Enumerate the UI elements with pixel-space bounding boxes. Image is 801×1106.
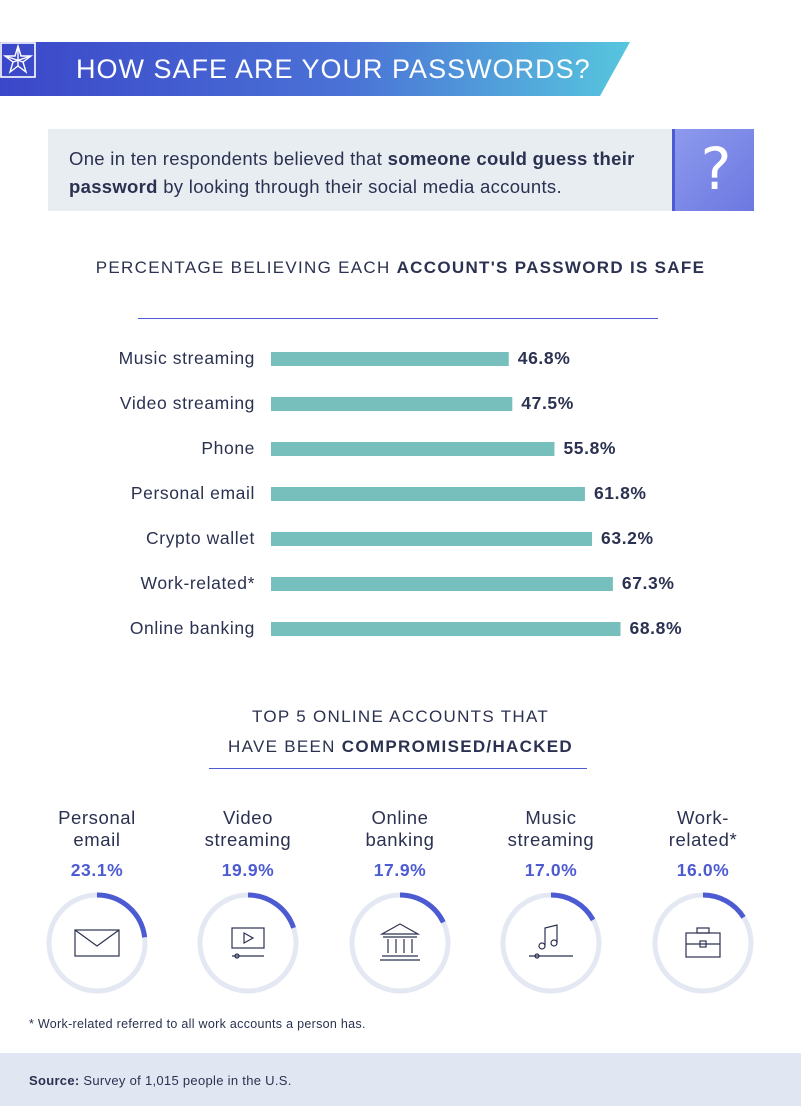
bar-value-label: 63.2% xyxy=(601,528,654,548)
ring-category-label: banking xyxy=(365,829,434,850)
ring-progress-arc xyxy=(550,892,596,922)
star-badge-icon xyxy=(0,42,36,78)
bar-value-label: 67.3% xyxy=(622,573,675,593)
ring-category-label: Video xyxy=(223,807,273,828)
bar-value-label: 47.5% xyxy=(521,393,574,413)
ring-progress-arc xyxy=(247,892,296,929)
ring-value-label: 19.9% xyxy=(222,860,275,880)
briefcase-icon xyxy=(685,927,721,958)
ring-progress-arc xyxy=(399,892,446,924)
question-mark-glyph: ? xyxy=(700,135,732,203)
ring-value-label: 17.0% xyxy=(525,860,578,880)
ring-category-label: Music xyxy=(525,807,576,828)
password-safety-bar-chart: Music streaming 46.8% Video streaming 47.5%… xyxy=(119,348,683,638)
ring-category-label: streaming xyxy=(205,829,292,850)
bar xyxy=(271,397,513,411)
bank-icon xyxy=(379,923,421,961)
page-title: HOW SAFE ARE YOUR PASSWORDS? xyxy=(76,54,591,84)
callout-text-emphasis-2: password xyxy=(69,176,158,197)
source-value: Survey of 1,015 people in the U.S. xyxy=(79,1073,292,1088)
ring-category-label: related* xyxy=(669,829,738,850)
callout-text-end: by looking through their social media ac… xyxy=(157,176,562,197)
ring-progress-arc xyxy=(96,892,148,938)
bar-value-label: 61.8% xyxy=(594,483,647,503)
rings-title-plain: HAVE BEEN xyxy=(228,737,342,756)
bar-category-label: Phone xyxy=(201,438,255,458)
footnote: * Work-related referred to all work acco… xyxy=(29,1017,366,1031)
question-mark-icon: ? xyxy=(672,129,754,211)
bar-category-label: Video streaming xyxy=(120,393,255,413)
ring-category-label: Work- xyxy=(677,807,729,828)
video-player-icon xyxy=(231,927,265,959)
music-player-icon xyxy=(529,924,573,959)
bar-value-label: 55.8% xyxy=(563,438,616,458)
source-text: Source: Survey of 1,015 people in the U.… xyxy=(29,1073,292,1088)
callout-text-emphasis-1: someone could guess their xyxy=(387,148,635,169)
source-label: Source: xyxy=(29,1073,80,1088)
bar xyxy=(271,352,509,366)
bar xyxy=(271,577,613,591)
ring-category-label: streaming xyxy=(508,829,595,850)
ring-category-label: email xyxy=(73,829,120,850)
ring-category-label: Online xyxy=(371,807,428,828)
bar-category-label: Personal email xyxy=(131,483,255,503)
bar-value-label: 68.8% xyxy=(630,618,683,638)
bar xyxy=(271,532,593,546)
callout-text: One in ten respondents believed that som… xyxy=(69,145,669,201)
bar-category-label: Online banking xyxy=(130,618,255,638)
bar xyxy=(271,622,621,636)
envelope-icon xyxy=(74,929,120,957)
bar-chart-title-plain: PERCENTAGE BELIEVING EACH xyxy=(95,258,397,277)
bar-category-label: Crypto wallet xyxy=(146,528,255,548)
bar-chart-title-bold: ACCOUNT'S PASSWORD IS SAFE xyxy=(396,258,706,277)
compromised-accounts-ring-chart: Personalemail23.1%Videostreaming19.9%Onl… xyxy=(46,807,754,994)
ring-value-label: 23.1% xyxy=(71,860,124,880)
ring-value-label: 16.0% xyxy=(677,860,730,880)
bar-chart-title-rule xyxy=(138,318,658,319)
bar-category-label: Music streaming xyxy=(119,348,255,368)
ring-category-label: Personal xyxy=(58,807,136,828)
banner-background xyxy=(0,42,630,96)
ring-value-label: 17.9% xyxy=(374,860,427,880)
bar-value-label: 46.8% xyxy=(518,348,571,368)
rings-title-line-2: HAVE BEEN COMPROMISED/HACKED xyxy=(0,737,801,757)
header-banner: HOW SAFE ARE YOUR PASSWORDS? xyxy=(0,42,630,96)
bar xyxy=(271,442,555,456)
bar-chart-title: PERCENTAGE BELIEVING EACH ACCOUNT'S PASS… xyxy=(0,258,801,278)
source-bar: Source: Survey of 1,015 people in the U.… xyxy=(0,1053,801,1106)
callout-box: One in ten respondents believed that som… xyxy=(48,129,754,211)
ring-progress-arc xyxy=(702,892,746,919)
rings-title-rule xyxy=(209,768,587,769)
rings-title-line-1: TOP 5 ONLINE ACCOUNTS THAT xyxy=(251,707,550,726)
callout-text-start: One in ten respondents believed that xyxy=(69,148,388,169)
bar-category-label: Work-related* xyxy=(141,573,255,593)
rings-title-bold: COMPROMISED/HACKED xyxy=(341,737,573,756)
bar xyxy=(271,487,585,501)
